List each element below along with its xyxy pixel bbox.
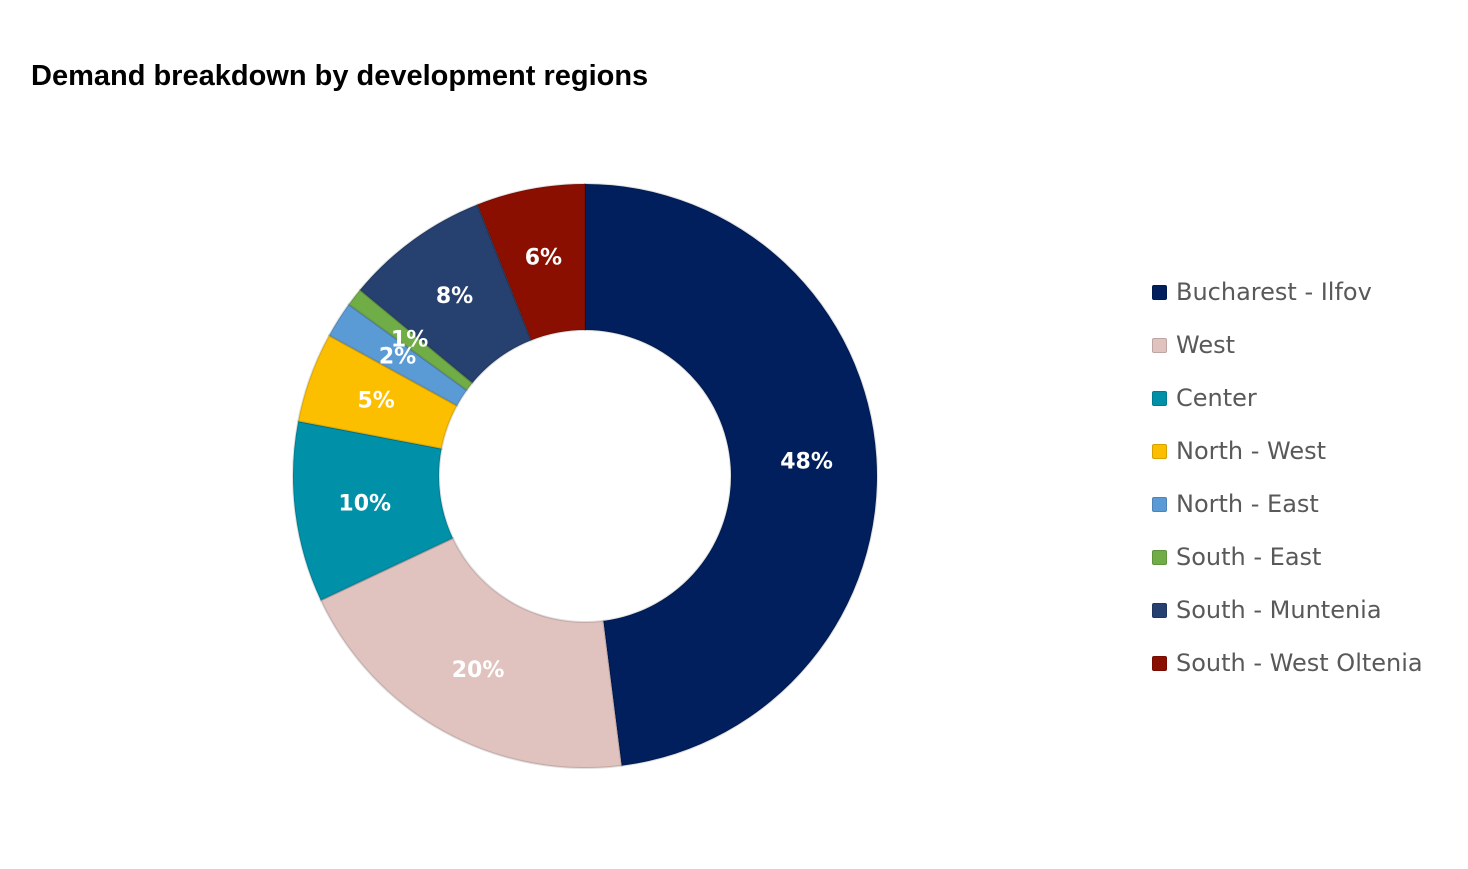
data-label-bucharest-ilfov: 48% — [780, 450, 833, 475]
data-label-south-east: 1% — [391, 327, 428, 352]
data-label-south-muntenia: 8% — [436, 284, 473, 309]
legend-label: Bucharest - Ilfov — [1176, 278, 1372, 306]
legend-swatch — [1152, 443, 1167, 459]
legend-label: South - East — [1176, 543, 1322, 571]
legend-label: North - West — [1176, 437, 1327, 465]
slice-south-west-oltenia — [476, 182, 586, 342]
legend-swatch — [1152, 284, 1167, 300]
legend-item-west: West — [1152, 327, 1235, 363]
data-label-north-west: 5% — [357, 388, 394, 413]
legend-label: South - West Oltenia — [1176, 649, 1423, 677]
legend-item-center: Center — [1152, 380, 1257, 416]
slice-bucharest-ilfov — [584, 182, 878, 767]
legend-swatch — [1152, 496, 1167, 512]
legend-label: West — [1176, 331, 1236, 359]
legend-swatch — [1152, 602, 1167, 618]
data-label-west: 20% — [452, 658, 505, 683]
legend-label: North - East — [1176, 490, 1319, 518]
legend-item-north-west: North - West — [1152, 433, 1326, 469]
donut-slices — [292, 182, 878, 769]
legend-swatch — [1152, 655, 1167, 671]
legend-item-north-east: North - East — [1152, 486, 1319, 522]
chart-title: Demand breakdown by development regions — [31, 60, 649, 92]
legend-swatch — [1152, 549, 1167, 565]
legend-item-south-muntenia: South - Muntenia — [1152, 592, 1382, 628]
legend-item-bucharest-ilfov: Bucharest - Ilfov — [1152, 274, 1372, 310]
legend-item-south-east: South - East — [1152, 539, 1321, 575]
legend-item-south-west-oltenia: South - West Oltenia — [1152, 645, 1423, 681]
data-label-north-east: 2% — [379, 345, 416, 370]
slice-north-west — [297, 333, 459, 450]
data-label-center: 10% — [338, 491, 391, 516]
legend-label: Center — [1176, 384, 1257, 412]
slice-south-muntenia — [358, 203, 533, 385]
legend-swatch — [1152, 390, 1167, 406]
slice-west — [319, 536, 623, 769]
legend-swatch — [1152, 337, 1167, 353]
donut-data-labels: 48% 20% 10% 5% 2%1% 8% 6% — [338, 245, 832, 683]
data-label-south-west-oltenia: 6% — [525, 245, 562, 270]
legend-label: South - Muntenia — [1176, 596, 1382, 624]
slice-center — [292, 420, 455, 602]
